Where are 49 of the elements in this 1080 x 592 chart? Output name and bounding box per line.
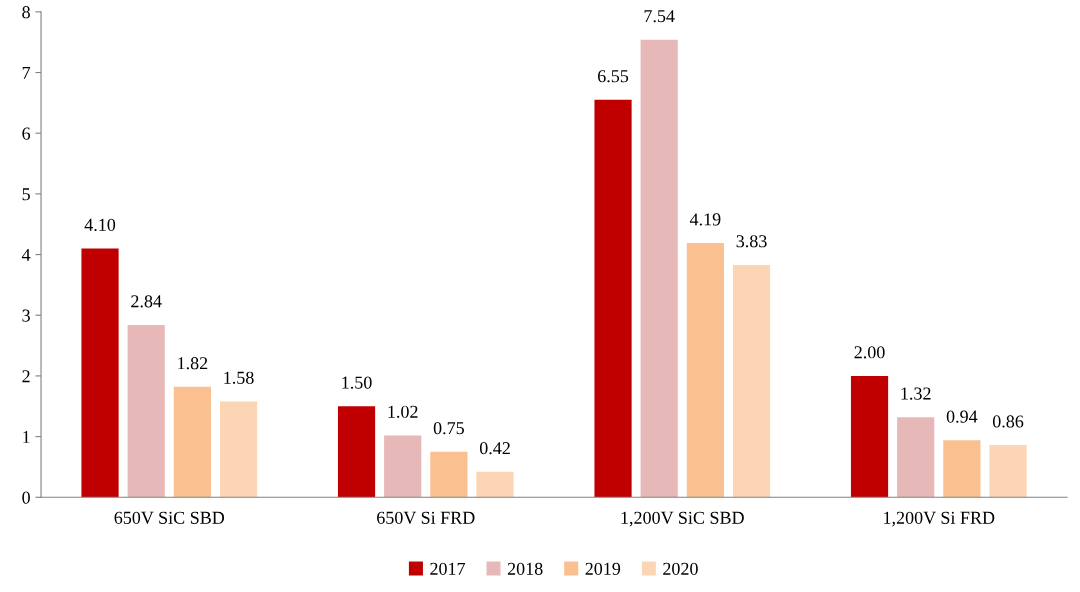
data-label: 0.86 bbox=[992, 415, 1024, 428]
bar bbox=[943, 440, 981, 498]
data-label: 6.55 bbox=[598, 70, 629, 83]
y-tick-label: 2 bbox=[22, 370, 30, 383]
data-label: 0.75 bbox=[433, 422, 464, 435]
bar bbox=[686, 243, 724, 498]
bar bbox=[127, 324, 165, 498]
data-label: 1.50 bbox=[342, 376, 372, 389]
y-tick-label: 5 bbox=[22, 188, 30, 201]
bar bbox=[732, 264, 771, 498]
data-label: 1.58 bbox=[224, 371, 254, 384]
y-tick-label: 4 bbox=[21, 248, 31, 261]
bar bbox=[219, 401, 258, 498]
bar bbox=[173, 386, 211, 498]
bar bbox=[897, 417, 935, 498]
data-label: 2.84 bbox=[131, 295, 162, 308]
y-tick-label: 8 bbox=[22, 6, 30, 19]
data-label: 0.94 bbox=[946, 410, 978, 423]
bar bbox=[989, 445, 1027, 498]
data-label: 1.82 bbox=[178, 357, 208, 370]
x-tick-label: 1,200V Si FRD bbox=[884, 511, 995, 527]
data-label: 0.42 bbox=[479, 442, 510, 455]
y-tick-label: 3 bbox=[22, 309, 30, 322]
data-label: 4.10 bbox=[84, 218, 116, 232]
bar bbox=[384, 435, 422, 498]
bar bbox=[476, 471, 514, 498]
legend-label: 2020 bbox=[663, 562, 698, 575]
data-label: 2.00 bbox=[854, 346, 885, 359]
legend-label: 2017 bbox=[430, 562, 466, 575]
data-label: 1.02 bbox=[388, 405, 418, 418]
x-tick-label: 650V Si FRD bbox=[377, 511, 475, 524]
y-tick-label: 6 bbox=[22, 127, 31, 140]
data-label: 4.19 bbox=[689, 213, 721, 226]
x-tick-label: 1,200V SiC SBD bbox=[621, 511, 744, 527]
x-tick-label: 650V SiC SBD bbox=[114, 511, 225, 524]
bar bbox=[81, 248, 119, 498]
bar bbox=[640, 39, 678, 498]
y-tick-label: 1 bbox=[23, 430, 30, 443]
y-tick-label: 7 bbox=[22, 66, 31, 79]
bar bbox=[594, 99, 632, 498]
data-label: 3.83 bbox=[736, 235, 767, 248]
y-tick-label: 0 bbox=[22, 491, 30, 504]
bar bbox=[430, 451, 468, 498]
data-label: 7.54 bbox=[644, 10, 675, 23]
data-label: 1.32 bbox=[901, 387, 931, 400]
bar bbox=[337, 406, 376, 498]
legend-label: 2018 bbox=[507, 562, 543, 575]
legend-label: 2019 bbox=[585, 562, 621, 575]
bar bbox=[850, 375, 889, 498]
